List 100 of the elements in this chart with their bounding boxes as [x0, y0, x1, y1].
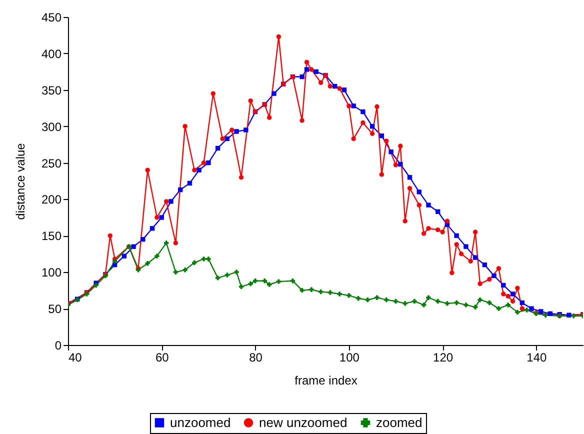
legend-label: unzoomed	[170, 414, 231, 430]
point	[360, 109, 366, 114]
point	[529, 306, 534, 311]
y-tick-label: 50	[48, 302, 62, 316]
point	[173, 270, 178, 274]
point	[131, 244, 136, 249]
point	[436, 298, 440, 304]
y-tick-label: 250	[41, 156, 62, 170]
x-tick-label: 40	[68, 350, 82, 364]
point	[426, 202, 431, 208]
point	[328, 290, 333, 295]
point	[487, 300, 492, 306]
point	[196, 168, 202, 172]
point	[272, 91, 276, 96]
point	[154, 254, 160, 258]
point	[224, 272, 230, 278]
y-tick-label: 300	[41, 120, 62, 134]
point	[464, 302, 468, 308]
point	[159, 215, 164, 220]
point	[436, 209, 440, 214]
point	[478, 297, 482, 302]
point	[201, 256, 206, 262]
point	[426, 295, 431, 300]
x-axis-title: frame index	[294, 374, 358, 388]
point	[300, 288, 304, 293]
point	[178, 187, 183, 192]
point	[187, 180, 192, 186]
y-axis-title: distance value	[13, 142, 28, 220]
point	[496, 306, 502, 311]
legend-label: new unzoomed	[259, 414, 348, 430]
x-tick-label: 80	[249, 350, 263, 364]
point	[464, 244, 468, 249]
point	[543, 312, 548, 318]
point	[501, 282, 506, 288]
point	[337, 292, 342, 296]
point	[407, 175, 412, 180]
point	[168, 199, 174, 204]
point	[94, 282, 98, 288]
point	[365, 297, 370, 302]
point	[290, 278, 296, 284]
point	[388, 150, 394, 154]
point	[520, 300, 524, 306]
point	[192, 260, 197, 265]
y-tick-label: 450	[41, 10, 62, 24]
y-tick-label: 0	[54, 338, 62, 352]
y-tick-label: 200	[41, 192, 62, 207]
x-tick-label: 60	[155, 350, 170, 364]
point	[454, 300, 459, 306]
point	[370, 124, 375, 129]
point	[224, 136, 230, 142]
point	[252, 278, 258, 284]
point	[262, 278, 267, 284]
point	[356, 296, 361, 301]
point	[318, 289, 324, 294]
x-tick-label: 100	[339, 350, 360, 364]
point	[244, 128, 248, 132]
point	[510, 292, 516, 296]
point	[266, 282, 272, 287]
point	[351, 104, 356, 108]
y-tick-label: 350	[41, 83, 62, 98]
point	[571, 314, 576, 318]
point	[300, 74, 304, 80]
point	[346, 293, 352, 298]
point	[566, 312, 572, 318]
point	[492, 273, 496, 278]
point	[538, 309, 544, 314]
point	[234, 270, 239, 274]
point	[524, 308, 530, 312]
point	[506, 302, 510, 308]
point	[548, 311, 553, 316]
point	[472, 255, 478, 260]
point	[444, 301, 450, 306]
point	[384, 297, 389, 302]
point	[398, 162, 403, 167]
point	[379, 133, 384, 138]
point	[150, 226, 155, 231]
point	[515, 310, 520, 315]
point	[412, 298, 417, 304]
point	[472, 304, 478, 310]
x-tick-label: 120	[433, 350, 454, 364]
point	[332, 84, 338, 89]
point	[342, 88, 347, 92]
y-tick-label: 150	[41, 229, 62, 244]
point	[164, 240, 169, 246]
point	[140, 236, 146, 242]
point	[215, 146, 220, 151]
point	[416, 190, 422, 194]
point	[145, 261, 150, 266]
point	[112, 258, 118, 264]
point	[454, 233, 459, 238]
point	[215, 276, 220, 280]
point	[482, 262, 488, 268]
point	[182, 268, 188, 272]
legend-label: zoomed	[376, 414, 422, 430]
y-tick-label: 100	[41, 266, 62, 280]
y-tick-label: 400	[41, 46, 62, 61]
point	[421, 302, 426, 308]
point	[248, 281, 253, 286]
point	[206, 256, 211, 262]
point	[276, 279, 282, 284]
